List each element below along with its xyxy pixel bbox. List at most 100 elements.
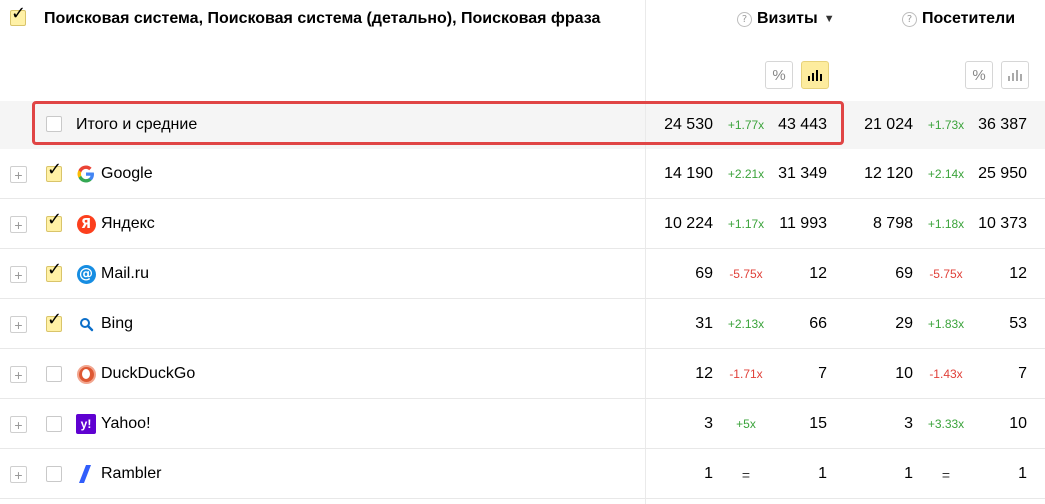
yandex-logo-icon: Я [76, 214, 96, 234]
visits-compare-value: 7 [818, 365, 827, 382]
visits-delta: +2.13x [727, 317, 765, 331]
visitors-compare-value: 12 [1009, 265, 1027, 282]
row-divider [0, 198, 1045, 199]
mailru-logo-icon: @ [76, 264, 96, 284]
expand-button[interactable]: + [10, 466, 27, 483]
visits-percent-button[interactable]: % [765, 61, 793, 89]
visitors-value: 1 [904, 465, 913, 482]
visitors-header-label: Посетители [922, 10, 1016, 27]
row-checkbox[interactable] [46, 366, 62, 382]
google-logo-icon [76, 164, 96, 184]
total-visits-compare: 43 443 [778, 116, 827, 133]
visitors-compare-value: 10 [1009, 415, 1027, 432]
row-divider [0, 498, 1045, 499]
total-visitors: 21 024 [864, 116, 913, 133]
expand-button[interactable]: + [10, 166, 27, 183]
table-row[interactable]: + y! Yahoo! 3 +5x 15 3 +3.33x 10 [0, 399, 1045, 449]
visits-delta: +2.21x [727, 167, 765, 181]
checkmark-icon: ✓ [47, 259, 63, 280]
expand-button[interactable]: + [10, 266, 27, 283]
visits-compare-value: 15 [809, 415, 827, 432]
row-label: Yahoo! [101, 415, 151, 432]
table-row[interactable]: + ✓ Bing 31 +2.13x 66 29 +1.83x 53 [0, 299, 1045, 349]
row-divider [0, 298, 1045, 299]
visitors-compare-value: 7 [1018, 365, 1027, 382]
visits-value: 3 [704, 415, 713, 432]
bar-chart-icon [1008, 70, 1022, 81]
total-row-highlight [32, 101, 844, 145]
visits-bars-button[interactable] [801, 61, 829, 89]
row-divider [0, 448, 1045, 449]
visitors-compare-value: 10 373 [978, 215, 1027, 232]
visitors-value: 69 [895, 265, 913, 282]
row-checkbox[interactable]: ✓ [46, 161, 62, 182]
dimensions-title: Поисковая система, Поисковая система (де… [44, 10, 601, 27]
total-row-label: Итого и средние [76, 116, 198, 133]
visitors-column-header[interactable]: ? Посетители [902, 10, 1015, 28]
row-label: Rambler [101, 465, 162, 482]
expand-button[interactable]: + [10, 416, 27, 433]
visitors-percent-button[interactable]: % [965, 61, 993, 89]
visits-delta: +5x [736, 417, 756, 431]
visits-value: 69 [695, 265, 713, 282]
visits-delta: +1.17x [727, 217, 765, 231]
expand-button[interactable]: + [10, 366, 27, 383]
table-row[interactable]: + ✓ Google 14 190 +2.21x 31 349 12 120 +… [0, 149, 1045, 199]
visits-delta: -5.75x [729, 267, 763, 281]
checkmark-icon: ✓ [11, 3, 27, 24]
row-checkbox[interactable]: ✓ [46, 311, 62, 332]
expand-button[interactable]: + [10, 316, 27, 333]
percent-icon: % [772, 66, 786, 84]
row-checkbox[interactable] [46, 416, 62, 432]
visitors-bars-button[interactable] [1001, 61, 1029, 89]
table-row[interactable]: + ✓ @ Mail.ru 69 -5.75x 12 69 -5.75x 12 [0, 249, 1045, 299]
visits-delta: = [741, 467, 751, 483]
row-checkbox[interactable]: ✓ [46, 211, 62, 232]
checkmark-icon: ✓ [47, 209, 63, 230]
table-row[interactable]: + Rambler 1 = 1 1 = 1 [0, 449, 1045, 499]
row-label: Google [101, 165, 153, 182]
bar-chart-icon [808, 70, 822, 81]
row-divider [0, 398, 1045, 399]
bing-logo-icon [76, 314, 96, 334]
row-label: Яндекс [101, 215, 155, 232]
total-visitors-compare: 36 387 [978, 116, 1027, 133]
visits-value: 12 [695, 365, 713, 382]
visitors-value: 8 798 [872, 215, 913, 232]
total-row-background [0, 101, 1045, 149]
help-icon[interactable]: ? [737, 11, 752, 27]
visits-value: 31 [695, 315, 713, 332]
checkmark-icon: ✓ [47, 159, 63, 180]
visitors-value: 12 120 [864, 165, 913, 182]
visits-compare-value: 1 [818, 465, 827, 482]
total-row-checkbox[interactable] [46, 116, 62, 132]
row-checkbox[interactable] [46, 466, 62, 482]
row-checkbox[interactable]: ✓ [46, 261, 62, 282]
total-visits: 24 530 [664, 116, 713, 133]
visits-column-header[interactable]: ? Визиты ▼ [737, 10, 835, 28]
visits-compare-value: 11 993 [779, 215, 827, 232]
visitors-value: 29 [895, 315, 913, 332]
table-row[interactable]: + DuckDuckGo 12 -1.71x 7 10 -1.43x 7 [0, 349, 1045, 399]
visitors-compare-value: 25 950 [978, 165, 1027, 182]
visitors-value: 3 [904, 415, 913, 432]
select-all-checkbox[interactable]: ✓ [10, 5, 26, 26]
row-divider [0, 348, 1045, 349]
visitors-delta: +3.33x [927, 417, 965, 431]
visits-value: 1 [704, 465, 713, 482]
visits-delta: -1.71x [729, 367, 763, 381]
visits-value: 10 224 [664, 215, 713, 232]
rambler-logo-icon [76, 464, 96, 484]
help-icon[interactable]: ? [902, 11, 917, 27]
visits-compare-value: 66 [809, 315, 827, 332]
row-label: DuckDuckGo [101, 365, 196, 382]
table-row[interactable]: + ✓ Я Яндекс 10 224 +1.17x 11 993 8 798 … [0, 199, 1045, 249]
visitors-value: 10 [895, 365, 913, 382]
visits-compare-value: 31 349 [778, 165, 827, 182]
visits-compare-value: 12 [809, 265, 827, 282]
row-divider [0, 248, 1045, 249]
column-divider [645, 0, 646, 504]
visitors-compare-value: 53 [1009, 315, 1027, 332]
expand-button[interactable]: + [10, 216, 27, 233]
total-visitors-delta: +1.73x [927, 118, 965, 132]
